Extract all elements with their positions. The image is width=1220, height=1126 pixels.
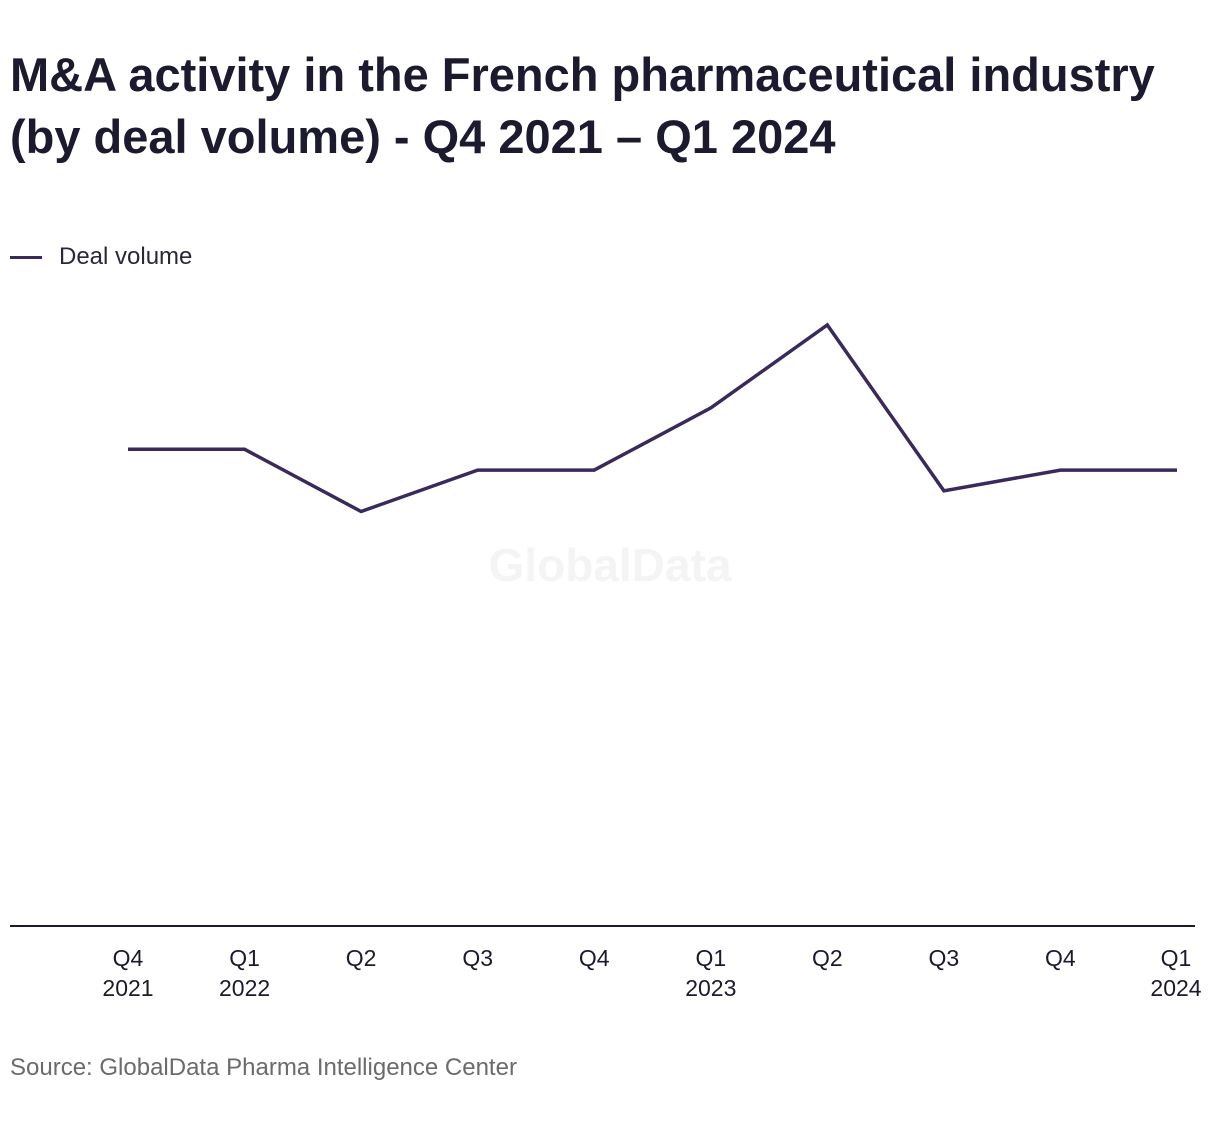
x-tick-label: Q2: [812, 945, 843, 971]
watermark: GlobalData: [489, 539, 732, 591]
series-line-0: [128, 322, 1177, 514]
x-tick-label: Q3: [462, 945, 493, 971]
source-note: Source: GlobalData Pharma Intelligence C…: [10, 1054, 517, 1081]
series-group: [128, 322, 1177, 514]
x-tick-label: Q4: [1045, 945, 1076, 971]
legend-line-swatch: [10, 255, 42, 259]
x-axis-tick-labels: Q4 2021 Q1 2022 Q2 Q3 Q4 Q1 2023 Q2 Q3 Q4 Q1 2024: [102, 945, 1201, 1001]
x-tick-label: Q3: [929, 945, 960, 971]
x-tick-label: Q1 2022: [219, 945, 270, 1001]
legend-label: Deal volume: [59, 243, 193, 270]
chart-title: M&A activity in the French pharmaceutica…: [10, 48, 1155, 163]
x-tick-label: Q4 2021: [102, 945, 153, 1001]
x-tick-label: Q1 2024: [1150, 945, 1201, 1001]
chart-legend: Deal volume: [10, 243, 192, 271]
x-tick-label: Q4: [579, 945, 610, 971]
x-tick-label: Q2: [346, 945, 377, 971]
x-tick-label: Q1 2023: [685, 945, 736, 1001]
